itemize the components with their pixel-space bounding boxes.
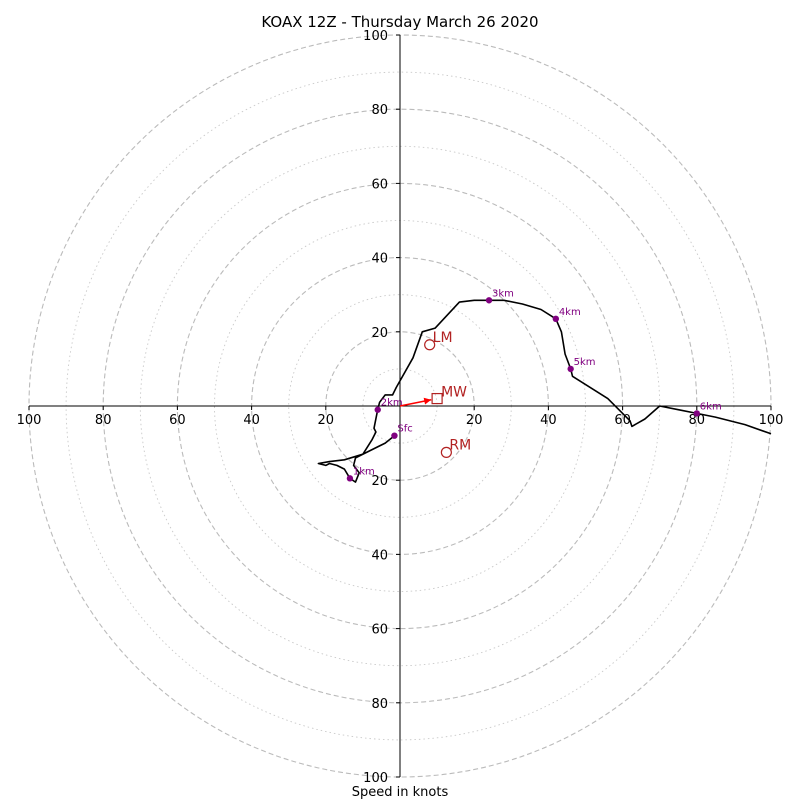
hodograph-trace (317, 299, 772, 483)
y-tick-label: 60 (371, 177, 388, 192)
x-tick-label: 20 (466, 413, 483, 428)
y-tick-label: 40 (371, 252, 388, 267)
x-tick-label: 80 (95, 413, 112, 428)
height-marker-sfc (391, 432, 398, 439)
height-marker-1km (346, 475, 354, 482)
y-tick-label: 100 (363, 29, 388, 44)
height-label-sfc: Sfc (397, 424, 412, 435)
x-axis-label: Speed in knots (352, 785, 449, 800)
x-tick-label: 20 (318, 413, 335, 428)
x-tick-label: 80 (689, 413, 706, 428)
height-label-3km: 3km (492, 288, 514, 299)
height-label-2km: 2km (381, 398, 403, 409)
height-marker-2km (374, 406, 381, 413)
storm-motion-markers: MW LM RM (399, 330, 471, 458)
hodograph-line (317, 299, 772, 483)
height-marker-5km (567, 365, 574, 373)
x-tick-label: 60 (614, 413, 631, 428)
x-tick-label: 40 (243, 413, 260, 428)
x-tick-label: 100 (17, 413, 42, 428)
height-label-5km: 5km (574, 357, 596, 368)
x-tick-label: 40 (540, 413, 557, 428)
height-marker-4km (552, 315, 560, 323)
chart-title: KOAX 12Z - Thursday March 26 2020 (261, 13, 538, 31)
y-tick-label: 80 (371, 103, 388, 118)
rm-marker (440, 446, 452, 458)
y-tick-label: 40 (371, 548, 388, 563)
y-tick-label: 100 (363, 771, 388, 786)
mean-wind-arrowhead (423, 397, 432, 405)
y-tick-label: 60 (371, 623, 388, 638)
height-label-1km: 1km (353, 466, 375, 477)
height-markers: Sfc 1km 2km 3km 4km 5km 6km (346, 288, 722, 482)
mean-wind-marker (431, 392, 443, 405)
tick-labels: 100 80 60 40 20 20 40 60 80 100 100 80 60 40 20 20 40 60 8… (17, 29, 784, 786)
height-label-6km: 6km (700, 401, 722, 412)
y-tick-label: 20 (371, 474, 388, 489)
mean-wind-label: MW (441, 385, 467, 401)
lm-label: LM (433, 330, 453, 346)
x-tick-label: 100 (759, 413, 784, 428)
height-label-4km: 4km (559, 307, 581, 318)
y-tick-label: 80 (371, 697, 388, 712)
lm-marker (424, 339, 436, 351)
rm-label: RM (449, 437, 471, 453)
y-tick-label: 20 (371, 326, 388, 341)
x-tick-label: 60 (169, 413, 186, 428)
height-marker-3km (485, 297, 493, 304)
height-marker-6km (693, 410, 700, 417)
